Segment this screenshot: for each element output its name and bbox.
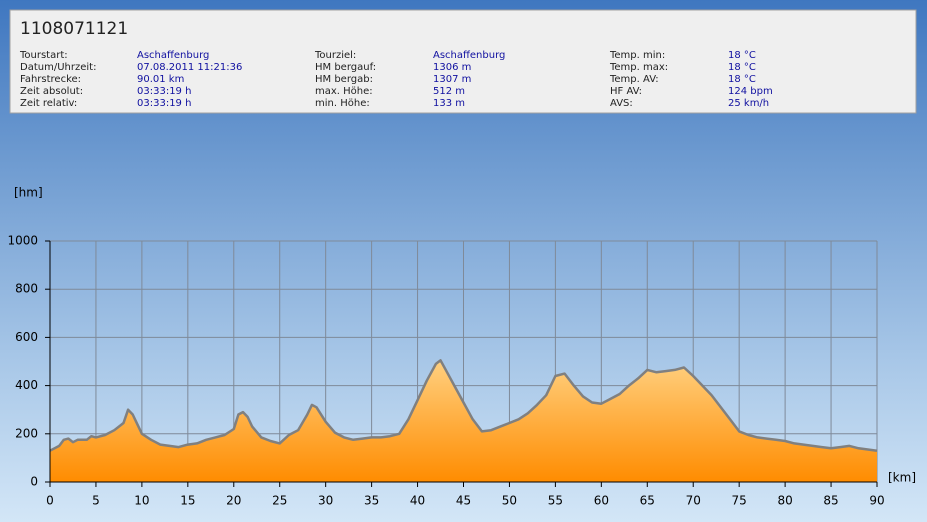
x-tick-label: 90 <box>869 494 884 508</box>
info-value: 124 bpm <box>728 86 773 97</box>
x-tick-label: 40 <box>410 494 425 508</box>
info-rows: Tourstart: Aschaffenburg Datum/Uhrzeit: 07.… <box>19 50 773 109</box>
info-value: 25 km/h <box>728 98 769 109</box>
x-tick-label: 80 <box>777 494 792 508</box>
info-value: Aschaffenburg <box>433 50 505 61</box>
info-value: 90.01 km <box>137 74 184 85</box>
x-axis-label: [km] <box>888 471 916 485</box>
x-tick-label: 35 <box>364 494 379 508</box>
info-value: 1306 m <box>433 62 471 73</box>
info-title: 1108071121 <box>20 19 128 39</box>
info-value: Aschaffenburg <box>137 50 209 61</box>
info-value: 03:33:19 h <box>137 98 191 109</box>
area <box>50 360 877 482</box>
x-tick-label: 85 <box>823 494 838 508</box>
y-tick-label: 600 <box>15 330 38 344</box>
info-label: AVS: <box>610 98 633 109</box>
plot <box>49 241 878 483</box>
x-tick-label: 25 <box>272 494 287 508</box>
x-tick-label: 50 <box>502 494 517 508</box>
info-label: Temp. AV: <box>609 74 659 85</box>
x-tick-label: 20 <box>226 494 241 508</box>
info-value: 1307 m <box>433 74 471 85</box>
info-label: HM bergauf: <box>315 62 376 73</box>
x-tick-label: 10 <box>134 494 149 508</box>
line <box>49 359 878 452</box>
info-panel <box>9 9 917 114</box>
info-label: Zeit relativ: <box>20 98 77 109</box>
info-label: HM bergab: <box>315 74 373 85</box>
x-tick-label: 5 <box>92 494 100 508</box>
info-label: max. Höhe: <box>315 86 373 97</box>
info-label: HF AV: <box>610 86 642 97</box>
info-label: Tourstart: <box>19 50 68 61</box>
x-tick-label: 60 <box>594 494 609 508</box>
info-label: Temp. max: <box>609 62 668 73</box>
info-label: min. Höhe: <box>315 98 370 109</box>
y-axis-label: [hm] <box>14 186 43 200</box>
x-tick-label: 75 <box>732 494 747 508</box>
info-value: 512 m <box>433 86 465 97</box>
y-tick-label: 0 <box>30 475 38 489</box>
x-tick-label: 65 <box>640 494 655 508</box>
info-value: 133 m <box>433 98 465 109</box>
info-value: 18 °C <box>728 62 756 73</box>
info-value: 18 °C <box>728 50 756 61</box>
y-tick-label: 400 <box>15 378 38 392</box>
info-label: Datum/Uhrzeit: <box>20 62 96 73</box>
x-tick-label: 70 <box>686 494 701 508</box>
info-label: Zeit absolut: <box>20 86 83 97</box>
y-tick-label: 200 <box>15 426 38 440</box>
x-tick-label: 0 <box>46 494 54 508</box>
info-label: Tourziel: <box>314 50 356 61</box>
info-value: 07.08.2011 11:21:36 <box>137 62 242 73</box>
x-tick-label: 15 <box>180 494 195 508</box>
info-value: 18 °C <box>728 74 756 85</box>
y-tick-label: 800 <box>15 282 38 296</box>
info-label: Temp. min: <box>609 50 665 61</box>
x-tick-label: 55 <box>548 494 563 508</box>
info-label: Fahrstrecke: <box>20 74 81 85</box>
x-tick-label: 45 <box>456 494 471 508</box>
y-tick-label: 1000 <box>7 234 38 248</box>
info-value: 03:33:19 h <box>137 86 191 97</box>
x-tick-label: 30 <box>318 494 333 508</box>
